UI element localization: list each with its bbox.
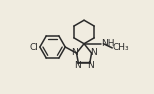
Text: N: N <box>75 61 81 70</box>
Text: CH₃: CH₃ <box>113 43 129 52</box>
Text: N: N <box>71 48 78 57</box>
Text: NH: NH <box>101 39 115 48</box>
Text: N: N <box>90 48 97 57</box>
Text: N: N <box>87 61 93 70</box>
Text: Cl: Cl <box>30 42 39 52</box>
